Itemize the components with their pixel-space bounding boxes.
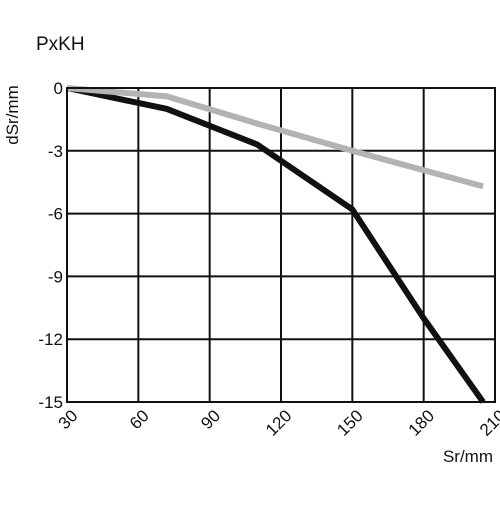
y-tick-labels: 0 -3 -6 -9 -12 -15 [38, 79, 63, 412]
x-tick-labels: 30 60 90 120 150 180 210 [55, 406, 500, 439]
x-tick-label: 120 [262, 406, 295, 439]
y-tick-label: -15 [38, 393, 63, 412]
grid [67, 88, 495, 402]
series-line-2 [66, 85, 484, 190]
x-axis-label: Sr/mm [443, 447, 493, 466]
y-tick-label: -6 [48, 205, 63, 224]
x-tick-label: 90 [197, 406, 224, 433]
series-line-1 [66, 85, 486, 404]
x-tick-label: 150 [333, 406, 366, 439]
x-tick-label: 210 [476, 406, 500, 439]
plot-frame [66, 87, 496, 403]
plot-border [66, 87, 496, 403]
series-layer [66, 85, 486, 404]
y-tick-label: -9 [48, 267, 63, 286]
x-tick-label: 60 [126, 406, 153, 433]
y-tick-label: -12 [38, 330, 63, 349]
y-axis-label: dSr/mm [3, 85, 22, 145]
x-tick-label: 180 [405, 406, 438, 439]
y-tick-label: -3 [48, 142, 63, 161]
chart-title: PxKH [36, 34, 85, 55]
y-tick-label: 0 [54, 79, 63, 98]
